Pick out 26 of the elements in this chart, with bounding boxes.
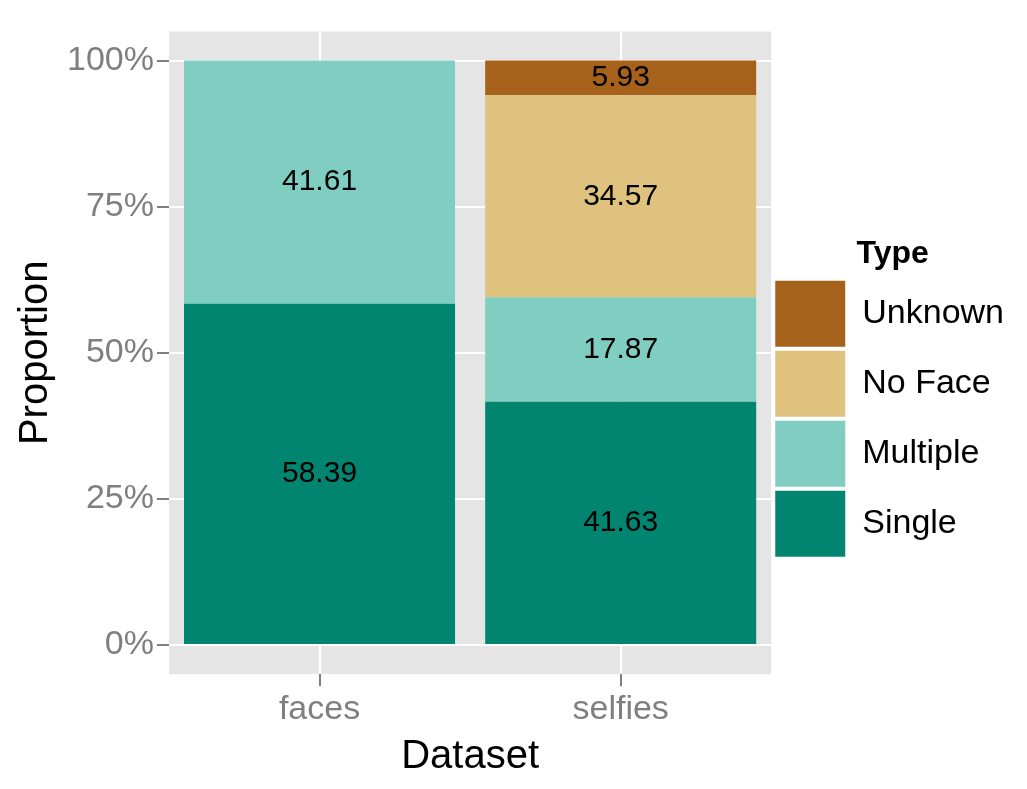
legend-title: Type xyxy=(856,234,929,271)
y-tick-label: 0% xyxy=(104,623,154,662)
legend-label: Multiple xyxy=(862,432,980,471)
bar xyxy=(184,303,456,644)
y-tick-label: 100% xyxy=(66,38,154,77)
data-label: 41.63 xyxy=(583,504,659,538)
data-label: 41.61 xyxy=(281,163,358,197)
y-tick-label: 50% xyxy=(85,331,154,370)
bar xyxy=(485,401,757,644)
y-tick-label: 75% xyxy=(85,185,154,224)
y-tick-label: 25% xyxy=(85,477,154,516)
bar xyxy=(485,60,757,96)
legend-label: Single xyxy=(862,502,957,541)
bar xyxy=(485,297,757,402)
legend-label: Unknown xyxy=(862,292,1005,331)
x-tick-label: selfies xyxy=(572,687,669,726)
data-label: 17.87 xyxy=(583,330,659,364)
x-tick-label: faces xyxy=(278,687,361,726)
x-axis-title: Dataset xyxy=(401,732,540,777)
data-label: 58.39 xyxy=(281,455,358,489)
bar xyxy=(184,60,456,304)
y-axis-title: Proportion xyxy=(11,260,56,446)
data-label: 5.93 xyxy=(591,59,650,93)
data-label: 34.57 xyxy=(583,177,659,211)
bar xyxy=(485,95,757,298)
legend-label: No Face xyxy=(862,362,991,401)
